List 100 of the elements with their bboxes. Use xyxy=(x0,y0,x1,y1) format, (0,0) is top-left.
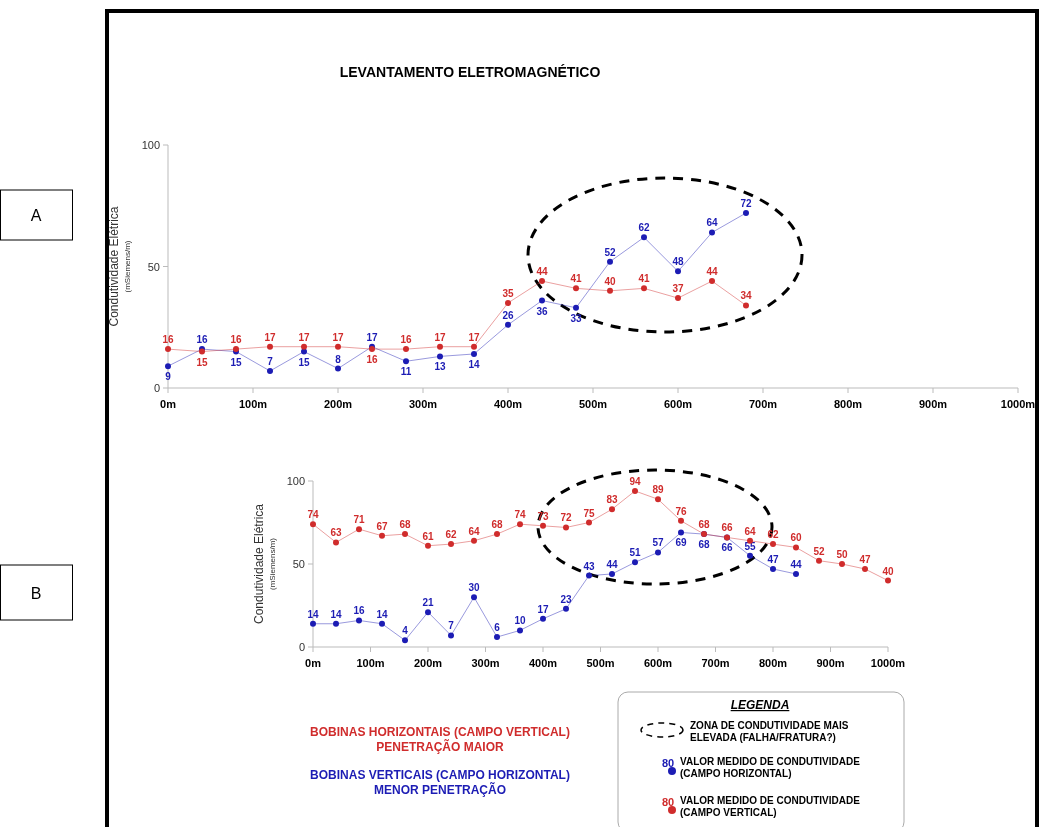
data-label: 69 xyxy=(675,537,687,549)
x-tick-label: 800m xyxy=(833,398,863,410)
legend-label: VALOR MEDIDO DE CONDUTIVIDADE (CAMPO VERTICAL) xyxy=(680,795,861,818)
data-label: 68 xyxy=(491,519,503,531)
y-axis-title: Condutividade Elétrica (mSiemens/m) xyxy=(107,206,132,327)
x-tick-label: 500m xyxy=(586,657,615,669)
data-label: 14 xyxy=(468,358,480,370)
data-label: 66 xyxy=(721,522,733,534)
data-label: 68 xyxy=(698,519,710,531)
text: A xyxy=(30,207,42,224)
y-tick-label: 0 xyxy=(153,382,160,394)
x-tick-label: 700m xyxy=(748,398,778,410)
data-label: 16 xyxy=(162,334,174,346)
data-label: 15 xyxy=(298,356,310,368)
data-label: 10 xyxy=(514,615,526,627)
data-label: 17 xyxy=(298,331,310,343)
x-tick-label: 0m xyxy=(160,398,177,410)
data-label: 94 xyxy=(629,475,641,487)
x-tick-label: 400m xyxy=(493,398,523,410)
data-label: 13 xyxy=(434,361,446,373)
data-label: 64 xyxy=(706,217,718,229)
data-label: 26 xyxy=(502,309,514,321)
legend-title: LEGENDA xyxy=(730,698,790,712)
data-label: 16 xyxy=(230,334,242,346)
data-label: 17 xyxy=(537,603,549,615)
data-label: 47 xyxy=(859,553,871,565)
data-label: 66 xyxy=(721,542,733,554)
data-label: 76 xyxy=(675,505,687,517)
data-label: 67 xyxy=(376,520,388,532)
text: ZONA DE CONDUTIVIDADE MAIS ELEVADA (FALHA/FRATURA?) xyxy=(690,720,849,743)
data-label: 16 xyxy=(353,605,365,617)
legend-label: VALOR MEDIDO DE CONDUTIVIDADE (CAMPO HORIZONTAL) xyxy=(680,756,861,779)
data-label: 6 xyxy=(494,622,501,634)
x-tick-label: 1000m xyxy=(1000,398,1036,410)
data-label: 44 xyxy=(606,558,618,570)
data-label: 64 xyxy=(744,525,756,537)
data-label: 17 xyxy=(366,331,378,343)
y-tick-label: 0 xyxy=(298,641,305,653)
data-label: 57 xyxy=(652,537,664,549)
data-label: 74 xyxy=(514,509,526,521)
data-label: 51 xyxy=(629,547,641,559)
text: 80 xyxy=(661,757,675,769)
y-tick-label: 50 xyxy=(292,558,305,570)
x-tick-label: 300m xyxy=(471,657,500,669)
x-tick-label: 600m xyxy=(643,657,673,669)
data-label: 17 xyxy=(434,331,446,343)
text: BOBINAS VERTICAIS (CAMPO HORIZONTAL) MENOR PENETRAÇÃO xyxy=(310,768,570,797)
data-label: 30 xyxy=(468,582,480,594)
data-label: 7 xyxy=(267,355,274,367)
x-tick-label: 700m xyxy=(701,657,730,669)
data-label: 44 xyxy=(790,558,802,570)
x-tick-label: 800m xyxy=(758,657,788,669)
x-tick-label: 200m xyxy=(413,657,443,669)
data-label: 89 xyxy=(652,484,664,496)
chart-title: LEVANTAMENTO ELETROMAGNÉTICO xyxy=(339,64,601,80)
text: 80 xyxy=(661,796,675,808)
data-label: 14 xyxy=(376,608,388,620)
data-label: 14 xyxy=(307,608,319,620)
data-label: 34 xyxy=(740,290,752,302)
x-tick-label: 900m xyxy=(918,398,948,410)
x-tick-label: 400m xyxy=(528,657,558,669)
data-label: 83 xyxy=(606,494,618,506)
x-tick-label: 1000m xyxy=(870,657,906,669)
data-label: 62 xyxy=(445,529,457,541)
data-label: 23 xyxy=(560,593,572,605)
data-label: 68 xyxy=(399,519,411,531)
y-tick-label: 100 xyxy=(286,475,305,487)
data-label: 15 xyxy=(230,356,242,368)
data-label: 15 xyxy=(196,356,208,368)
x-tick-label: 900m xyxy=(816,657,845,669)
data-label: 47 xyxy=(767,553,779,565)
data-label: 72 xyxy=(740,198,752,210)
x-tick-label: 100m xyxy=(356,657,385,669)
y-tick-label: 50 xyxy=(147,260,160,273)
data-label: 52 xyxy=(813,545,825,557)
data-label: 33 xyxy=(570,312,582,324)
data-label: 64 xyxy=(468,525,480,537)
data-label: 50 xyxy=(836,549,848,560)
data-label: 7 xyxy=(448,620,455,632)
data-label: 55 xyxy=(744,540,756,552)
data-label: 74 xyxy=(307,509,319,521)
data-label: 72 xyxy=(560,512,572,524)
data-label: 16 xyxy=(366,354,378,366)
data-label: 37 xyxy=(672,283,684,295)
data-label: 41 xyxy=(638,273,650,285)
data-label: 16 xyxy=(196,334,208,346)
data-label: 11 xyxy=(400,366,412,378)
text: B xyxy=(30,584,42,602)
data-label: 4 xyxy=(402,625,409,637)
data-label: 63 xyxy=(330,527,342,539)
data-label: 17 xyxy=(264,331,276,343)
data-label: 17 xyxy=(468,331,480,343)
data-label: 68 xyxy=(698,539,710,551)
y-axis-title: Condutividade Elétrica (mSiemens/m) xyxy=(252,503,277,625)
data-label: 48 xyxy=(672,256,684,268)
x-tick-label: 500m xyxy=(578,398,608,410)
data-label: 17 xyxy=(332,331,344,343)
data-label: 75 xyxy=(583,507,595,519)
data-label: 36 xyxy=(536,305,548,317)
data-label: 21 xyxy=(422,597,434,609)
